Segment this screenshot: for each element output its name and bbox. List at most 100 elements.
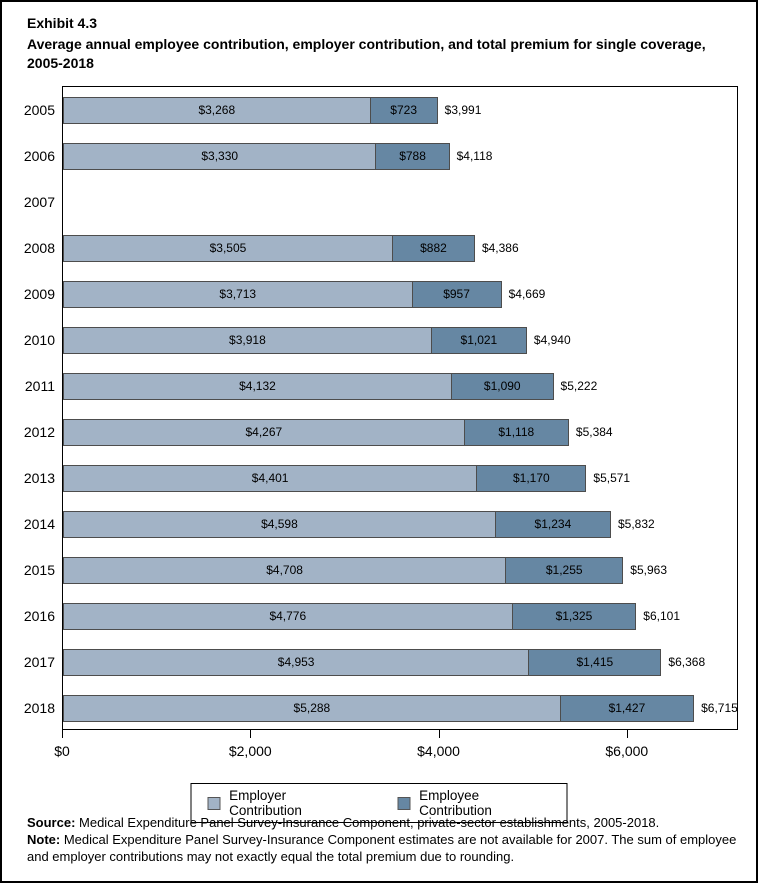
x-axis-tick-label: $6,000 xyxy=(605,743,649,759)
employer-segment: $3,918 xyxy=(63,326,432,354)
total-premium-label: $6,368 xyxy=(668,655,706,669)
chart-row-2014: 2014 $4,598 $1,234 $5,832 xyxy=(24,501,737,547)
note-text: Medical Expenditure Panel Survey-Insuran… xyxy=(27,832,737,864)
year-label: 2018 xyxy=(23,700,55,716)
chart-row-2015: 2015 $4,708 $1,255 $5,963 xyxy=(24,547,737,593)
legend-label-employee: Employee Contribution xyxy=(419,788,492,818)
total-premium-label: $4,669 xyxy=(508,287,546,301)
employer-value-label: $3,268 xyxy=(198,103,236,117)
bars-container: 2005 $3,268 $723 $3,991 2006 $3,330 $788 $4,118… xyxy=(24,87,738,731)
employee-value-label: $1,090 xyxy=(483,379,521,393)
chart-header: Exhibit 4.3 Average annual employee cont… xyxy=(27,14,743,73)
employee-segment: $1,325 xyxy=(511,602,637,630)
chart-row-2009: 2009 $3,713 $957 $4,669 xyxy=(24,271,737,317)
employer-value-label: $3,713 xyxy=(219,287,257,301)
x-axis-tick-label: $0 xyxy=(54,743,70,759)
stacked-bar: $4,132 $1,090 xyxy=(63,372,554,400)
chart-row-2005: 2005 $3,268 $723 $3,991 xyxy=(24,87,737,133)
chart-row-2018: 2018 $5,288 $1,427 $6,715 xyxy=(24,685,738,731)
employer-segment: $4,267 xyxy=(63,418,465,446)
employer-value-label: $4,953 xyxy=(277,655,315,669)
employer-segment: $4,708 xyxy=(63,556,507,584)
total-premium-label: $6,715 xyxy=(701,701,738,715)
employee-value-label: $1,170 xyxy=(512,471,550,485)
employee-segment: $723 xyxy=(369,96,438,124)
employee-segment: $1,090 xyxy=(450,372,554,400)
year-label: 2015 xyxy=(23,562,55,578)
year-label: 2013 xyxy=(23,470,55,486)
employee-swatch-icon xyxy=(397,796,411,810)
x-axis-tick xyxy=(626,730,628,738)
employer-segment: $5,288 xyxy=(63,694,561,722)
total-premium-label: $5,832 xyxy=(617,517,655,531)
legend-item-employee: Employee Contribution xyxy=(397,788,551,818)
total-premium-label: $4,940 xyxy=(533,333,571,347)
plot-area: 2005 $3,268 $723 $3,991 2006 $3,330 $788 $4,118… xyxy=(24,86,738,731)
total-premium-label: $5,222 xyxy=(560,379,598,393)
employer-segment: $3,268 xyxy=(63,96,371,124)
x-axis: $0 $2,000 $4,000 $6,000 xyxy=(54,730,738,776)
year-label: 2012 xyxy=(23,424,55,440)
legend: Employer Contribution Employee Contribut… xyxy=(190,783,568,823)
employee-segment: $882 xyxy=(391,234,475,262)
total-premium-label: $5,963 xyxy=(630,563,667,577)
x-axis-tick-label: $2,000 xyxy=(228,743,272,759)
x-axis-tick xyxy=(438,730,440,738)
employer-segment: $3,713 xyxy=(63,280,413,308)
chart-row-2017: 2017 $4,953 $1,415 $6,368 xyxy=(24,639,737,685)
x-axis-tick xyxy=(62,730,63,738)
stacked-bar: $3,268 $723 xyxy=(63,96,438,124)
stacked-bar: $4,708 $1,255 xyxy=(63,556,624,584)
employer-swatch-icon xyxy=(207,796,221,810)
year-label: 2017 xyxy=(23,654,55,670)
year-label: 2009 xyxy=(23,286,55,302)
employee-value-label: $1,325 xyxy=(555,609,593,623)
employee-segment: $957 xyxy=(411,280,502,308)
employer-segment: $4,132 xyxy=(63,372,452,400)
exhibit-label: Exhibit 4.3 xyxy=(27,15,98,31)
employer-segment: $4,401 xyxy=(63,464,478,492)
page-title: Average annual employee contribution, em… xyxy=(27,36,706,71)
employer-value-label: $3,505 xyxy=(209,241,247,255)
employer-segment: $4,598 xyxy=(63,510,496,538)
employer-value-label: $3,918 xyxy=(229,333,266,347)
legend-label-employer: Employer Contribution xyxy=(229,788,302,818)
source-label: Source: xyxy=(27,815,76,830)
stacked-bar: $3,713 $957 xyxy=(63,280,502,308)
employer-value-label: $5,288 xyxy=(293,701,331,715)
year-label: 2016 xyxy=(23,608,55,624)
stacked-bar: $4,267 $1,118 xyxy=(63,418,569,446)
year-label: 2011 xyxy=(24,378,55,394)
x-axis-tick-label: $4,000 xyxy=(417,743,460,759)
employer-segment: $3,330 xyxy=(63,142,377,170)
total-premium-label: $4,118 xyxy=(456,149,493,163)
employer-value-label: $3,330 xyxy=(201,149,239,163)
stacked-bar: $3,505 $882 xyxy=(63,234,475,262)
year-label: 2005 xyxy=(23,102,55,118)
employee-segment: $1,021 xyxy=(430,326,527,354)
note-label: Note: xyxy=(27,832,61,847)
employee-segment: $1,255 xyxy=(505,556,624,584)
stacked-bar: $4,953 $1,415 xyxy=(63,648,662,676)
chart-row-2011: 2011 $4,132 $1,090 $5,222 xyxy=(25,363,737,409)
year-label: 2014 xyxy=(23,516,55,532)
employer-segment: $4,953 xyxy=(63,648,530,676)
total-premium-label: $4,386 xyxy=(481,241,519,255)
chart-row-2013: 2013 $4,401 $1,170 $5,571 xyxy=(24,455,737,501)
employee-value-label: $1,234 xyxy=(534,517,572,531)
employer-segment: $4,776 xyxy=(63,602,513,630)
employee-value-label: $882 xyxy=(420,241,447,255)
employee-segment: $1,118 xyxy=(463,418,569,446)
chart-row-2008: 2008 $3,505 $882 $4,386 xyxy=(24,225,737,271)
method-note: Note: Medical Expenditure Panel Survey-I… xyxy=(27,831,745,865)
x-axis-tick xyxy=(250,730,252,738)
source-text: Medical Expenditure Panel Survey-Insuran… xyxy=(75,815,660,830)
employer-value-label: $4,708 xyxy=(266,563,303,577)
stacked-bar: $3,918 $1,021 xyxy=(63,326,527,354)
employer-value-label: $4,267 xyxy=(245,425,283,439)
chart-row-2006: 2006 $3,330 $788 $4,118 xyxy=(24,133,737,179)
employee-segment: $1,427 xyxy=(559,694,695,722)
stacked-bar: $5,288 $1,427 xyxy=(63,694,695,722)
year-label: 2008 xyxy=(23,240,55,256)
